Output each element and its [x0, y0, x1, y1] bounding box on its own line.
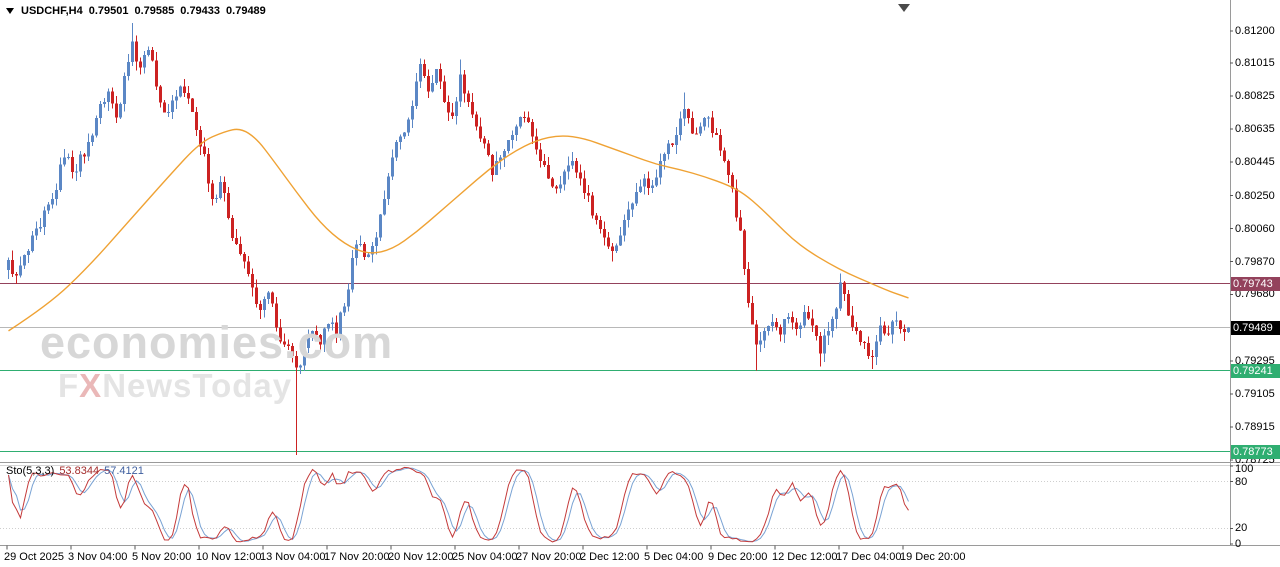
price-tick-label: 0.80825 — [1235, 89, 1275, 102]
price-tick-label: 0.79680 — [1235, 288, 1275, 301]
sto-tick-label: 20 — [1235, 522, 1248, 535]
chart-shift-icon[interactable] — [898, 4, 910, 12]
price-tick-label: 0.80445 — [1235, 155, 1275, 168]
time-tick-label: 20 Nov 12:00 — [388, 551, 454, 563]
price-tick-label: 0.80060 — [1235, 222, 1275, 235]
time-tick-label: 9 Dec 20:00 — [708, 551, 768, 563]
time-tick-label: 5 Dec 04:00 — [644, 551, 704, 563]
price-axis[interactable]: 0.81200 0.81015 0.80825 0.80635 0.80445 0.802… — [1231, 0, 1280, 545]
symbol-timeframe: USDCHF,H4 — [21, 5, 83, 17]
ohlc-high: 0.79585 — [134, 5, 175, 17]
sto-main-value: 53.8344 — [59, 465, 100, 477]
time-tick-label: 13 Nov 04:00 — [260, 551, 326, 563]
symbol-ohlc-info: USDCHF,H4 0.79501 0.79585 0.79433 0.7948… — [6, 5, 266, 17]
sto-main-line[interactable] — [8, 466, 909, 543]
time-tick-label: 17 Dec 04:00 — [836, 551, 902, 563]
price-tick-label: 0.81015 — [1235, 57, 1275, 70]
symbol-marker-icon — [6, 8, 14, 14]
time-axis[interactable]: 29 Oct 2025 3 Nov 04:00 5 Nov 20:00 10 Nov … — [0, 549, 1280, 567]
panel-frame — [0, 0, 1280, 550]
indicator-axis[interactable]: 100 80 20 0 — [1231, 462, 1280, 550]
ohlc-low: 0.79433 — [180, 5, 221, 17]
sto-signal-value: 57.4121 — [104, 465, 144, 477]
watermark-fxnewstoday: FXNewsToday — [58, 369, 393, 402]
watermark-x-icon: X — [79, 367, 103, 404]
price-tick-label: 0.79870 — [1235, 255, 1275, 268]
watermark: economies.com FXNewsToday — [40, 320, 393, 402]
time-tick-label: 5 Nov 20:00 — [132, 551, 192, 563]
watermark-economies: economies.com — [40, 317, 394, 368]
level-price-box: 0.79743 — [1231, 276, 1280, 291]
price-tick-label: 0.79105 — [1235, 388, 1275, 401]
ohlc-close: 0.79489 — [226, 5, 266, 17]
moving-average-line[interactable] — [8, 128, 909, 332]
sto-name: Sto(5,3,3) — [6, 465, 55, 477]
watermark-newstoday: NewsToday — [102, 367, 293, 404]
watermark-f: F — [58, 367, 80, 404]
time-tick-label: 10 Nov 12:00 — [196, 551, 262, 563]
time-tick-label: 3 Nov 04:00 — [68, 551, 128, 563]
main-chart-layer — [0, 23, 1230, 455]
sto-tick-label: 80 — [1235, 475, 1248, 488]
candles-layer — [7, 23, 910, 455]
time-tick-label: 2 Dec 12:00 — [580, 551, 640, 563]
sto-tick-label: 0 — [1235, 538, 1242, 550]
current-price-box: 0.79489 — [1231, 320, 1280, 335]
stochastic-layer — [0, 466, 1230, 543]
price-tick-label: 0.78915 — [1235, 421, 1275, 434]
price-tick-label: 0.80250 — [1235, 189, 1275, 202]
time-tick-label: 12 Dec 12:00 — [772, 551, 838, 563]
level-price-box: 0.79241 — [1231, 363, 1280, 378]
level-price-box: 0.78773 — [1231, 444, 1280, 459]
ohlc-open: 0.79501 — [88, 5, 129, 17]
price-tick-label: 0.81200 — [1235, 25, 1275, 37]
time-tick-label: 29 Oct 2025 — [4, 551, 64, 563]
time-tick-label: 27 Nov 20:00 — [516, 551, 582, 563]
sto-signal-line[interactable] — [8, 467, 909, 543]
time-tick-label: 25 Nov 04:00 — [452, 551, 518, 563]
indicator-label: Sto(5,3,3) 53.8344 57.4121 — [6, 465, 144, 477]
time-tick-label: 17 Nov 20:00 — [324, 551, 390, 563]
price-tick-label: 0.80635 — [1235, 122, 1275, 135]
sto-tick-label: 100 — [1235, 463, 1254, 475]
time-tick-label: 19 Dec 20:00 — [900, 551, 966, 563]
